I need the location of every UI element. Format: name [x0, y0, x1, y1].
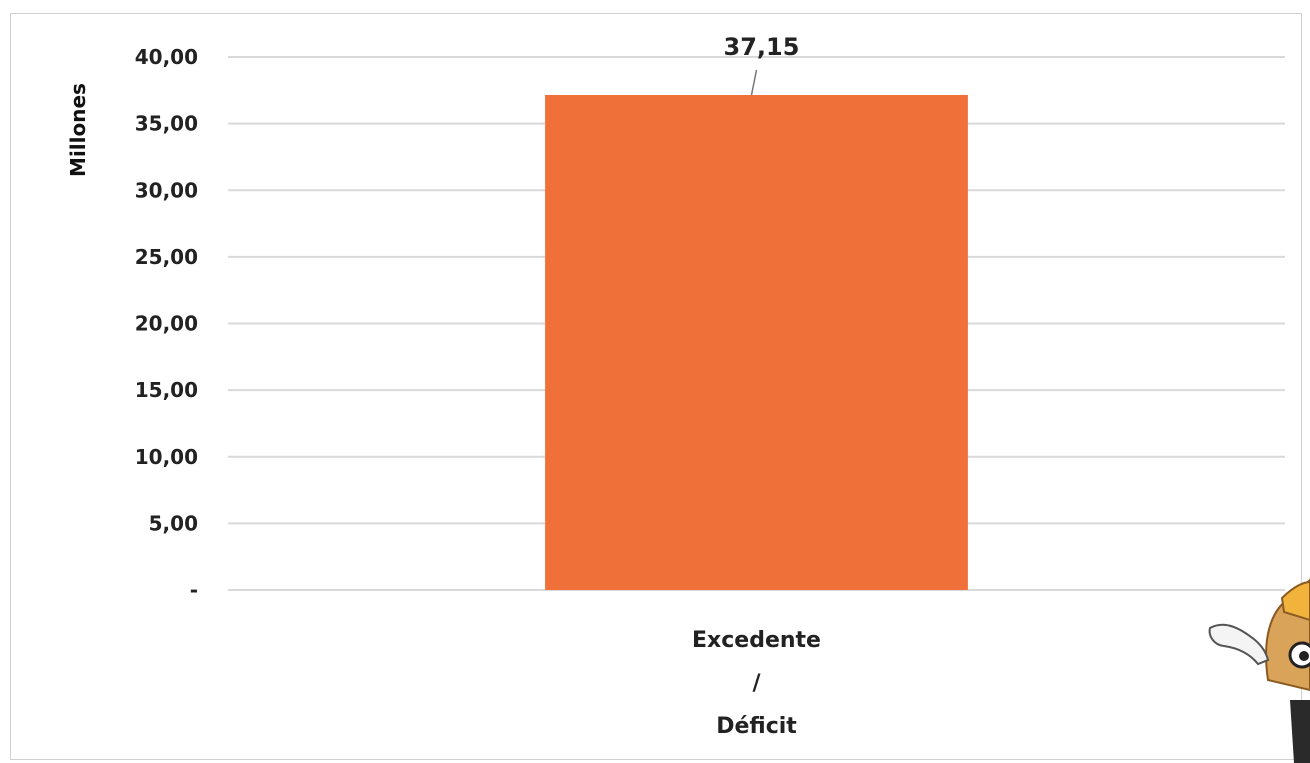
construction-worker-mascot-icon: [1208, 578, 1310, 763]
y-tick-label: 25,00: [135, 245, 198, 269]
y-tick-label: 5,00: [149, 511, 198, 535]
y-axis-ticks: - 5,00 10,00 15,00 20,00 25,00 30,00 35,00 40,00: [135, 45, 198, 602]
bars: [545, 94, 968, 590]
y-tick-label: 40,00: [135, 45, 198, 69]
y-tick-label: 35,00: [135, 112, 198, 136]
y-tick-label: 10,00: [135, 445, 198, 469]
bar: [545, 94, 968, 590]
y-tick-label: 20,00: [135, 312, 198, 336]
y-tick-label: -: [190, 578, 198, 602]
x-category-label: Déficit: [716, 714, 797, 739]
y-tick-label: 30,00: [135, 178, 198, 202]
x-axis-categories: Excedente / Déficit: [692, 628, 821, 739]
y-tick-label: 15,00: [135, 378, 198, 402]
y-axis-title: Millones: [66, 83, 90, 177]
x-category-label: Excedente: [692, 628, 821, 653]
data-labels: 37,15: [724, 33, 800, 96]
data-label: 37,15: [724, 33, 800, 61]
x-category-label: /: [752, 671, 761, 696]
data-label-leader-line: [750, 69, 758, 96]
